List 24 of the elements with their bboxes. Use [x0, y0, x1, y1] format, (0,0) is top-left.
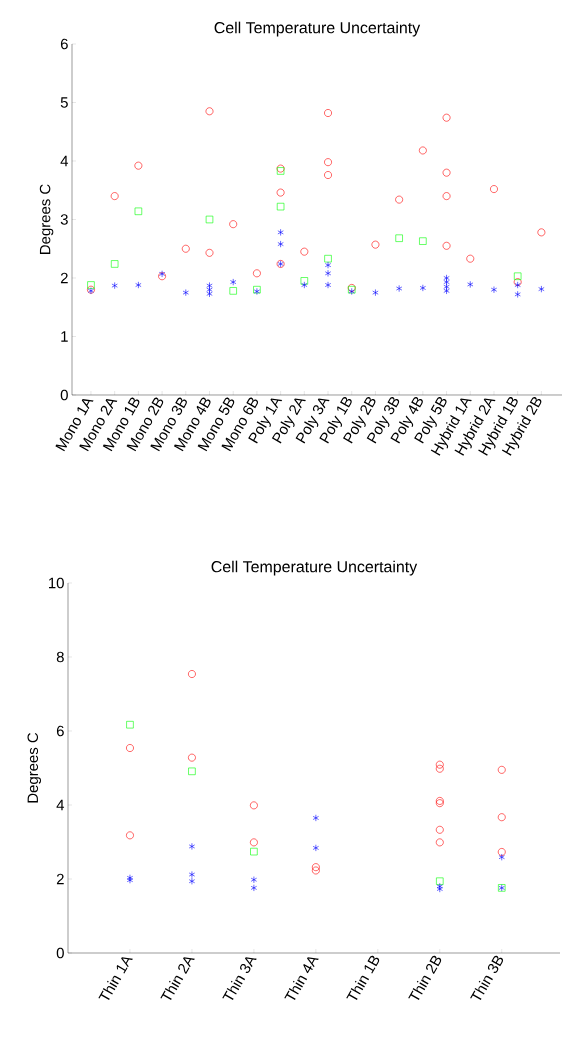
y-tick-label: 5 [60, 97, 68, 108]
x-tick-label: Thin 2A [160, 957, 195, 1001]
x-tick-label: Thin 1B [346, 955, 380, 1001]
y-tick-label: 1 [61, 331, 68, 342]
y-axis-title: Degrees C [39, 184, 54, 254]
y-tick-label: 3 [60, 214, 68, 225]
y-tick-label: 6 [60, 38, 68, 50]
y-axis-title: Degrees C [27, 732, 42, 803]
x-tick-label: Thin 3A [222, 957, 257, 1000]
y-tick-label: 10 [49, 577, 64, 589]
y-tick-label: 4 [56, 799, 65, 811]
x-tick-label: Thin 1A [98, 957, 133, 1001]
y-tick-label: 8 [56, 651, 64, 663]
y-tick-label: 0 [56, 947, 64, 959]
y-tick-label: 6 [56, 725, 64, 737]
y-tick-label: 0 [60, 389, 68, 401]
chart-title: Cell Temperature Uncertainty [214, 21, 421, 37]
y-tick-label: 2 [60, 272, 68, 284]
x-tick-label: Thin 4A [284, 957, 319, 1001]
chart-title: Cell Temperature Uncertainty [211, 560, 418, 576]
x-tick-label: Thin 2B [408, 955, 442, 1001]
y-tick-label: 4 [60, 155, 69, 167]
x-tick-label: Thin 3B [470, 955, 504, 1000]
y-tick-label: 2 [56, 873, 64, 885]
